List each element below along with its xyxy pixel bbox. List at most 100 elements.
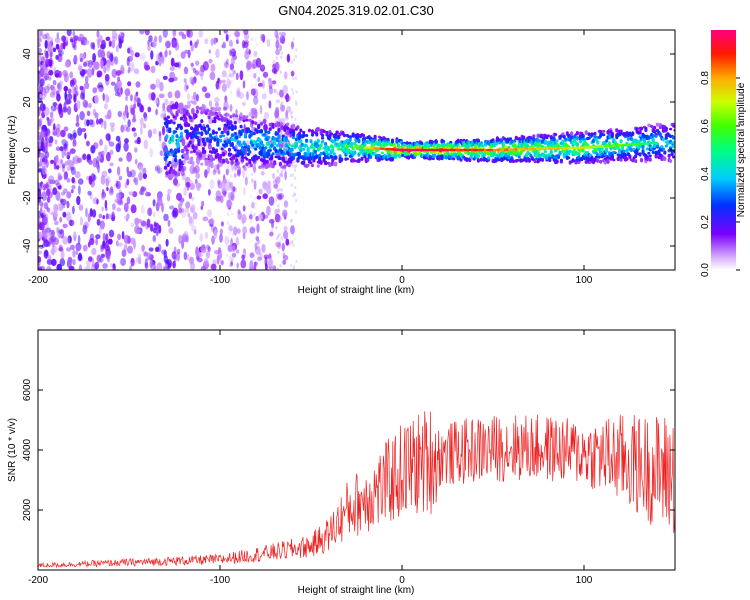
spectrogram-cell (194, 70, 199, 76)
spectrogram-cell (210, 38, 214, 46)
spectrogram-cell (41, 110, 45, 117)
spectrogram-y-label: Frequency (Hz) (7, 116, 18, 185)
spectrogram-cell (158, 132, 162, 142)
spectrogram-cell (511, 159, 515, 163)
spectrogram-cell (147, 106, 152, 113)
spectrogram-cell (536, 133, 540, 138)
spectrogram-cell (175, 112, 179, 117)
spectrogram-cell (95, 234, 101, 240)
spectrogram-cell (329, 154, 333, 159)
spectrogram-cell (126, 166, 129, 174)
colorbar-tick-label: 0.6 (700, 119, 711, 133)
spectrogram-cell (278, 157, 282, 160)
spectrogram-cell (38, 84, 44, 94)
spectrogram-cell (476, 154, 480, 158)
spectrogram-cell (242, 165, 246, 169)
spectrogram-cell (596, 158, 600, 163)
spectrogram-cell (57, 175, 63, 181)
spectrogram-cell (290, 144, 294, 148)
spectrogram-cell (292, 165, 295, 168)
spectrogram-cell (229, 73, 231, 77)
spectrogram-cell (208, 100, 213, 108)
spectrogram-cell (143, 112, 148, 122)
spectrogram-cell (161, 249, 167, 255)
spectrogram-cell (350, 141, 354, 146)
spectrogram-cell (75, 84, 78, 93)
spectrogram-cell (278, 240, 281, 244)
spectrogram-cell (108, 141, 115, 147)
spectrogram-cell (246, 91, 249, 101)
spectrogram-cell (182, 153, 186, 157)
spectrogram-cell (220, 147, 224, 151)
spectrogram-cell (263, 112, 270, 119)
spectrogram-cell (548, 156, 552, 161)
spectrogram-cell (179, 131, 183, 137)
spectrogram-cell (81, 72, 85, 78)
spectrogram-cell (188, 140, 192, 145)
spectrogram-cell (41, 236, 45, 241)
spectrogram-cell (64, 90, 67, 101)
spectrogram-cell (226, 78, 231, 89)
spectrogram-cell (575, 137, 580, 141)
spectrogram-cell (38, 182, 42, 192)
spectrogram-cell (645, 147, 649, 151)
spectrogram-cell (250, 73, 253, 77)
spectrogram-cell (272, 172, 275, 180)
spectrogram-cell (564, 137, 568, 141)
spectrogram-cell (245, 118, 249, 122)
spectrogram-cell (231, 259, 234, 262)
spectrogram-cell (280, 236, 283, 240)
spectrogram-cell (226, 136, 229, 140)
spectrogram-cell (66, 191, 72, 199)
spectrogram-cell (233, 173, 237, 178)
spectrogram-cell (60, 250, 65, 260)
snr-x-label: Height of straight line (km) (298, 585, 415, 596)
spectrogram-cell (105, 133, 111, 141)
spectrogram-cell (312, 146, 316, 150)
spectrogram-cell (396, 151, 400, 155)
spectrogram-cell (232, 154, 236, 159)
spectrogram-cell (208, 156, 213, 160)
spectrogram-cell (255, 236, 259, 242)
spectrogram-cell (648, 157, 652, 162)
spectrogram-cell (187, 123, 191, 127)
spectrogram-cell (58, 244, 63, 251)
spectrogram-cell (666, 140, 670, 144)
spectrogram-cell (291, 88, 294, 92)
spectrogram-cell (363, 154, 367, 159)
spectrogram-cell (63, 188, 68, 194)
spectrogram-cell (88, 256, 93, 262)
spectrogram-cell (212, 38, 217, 45)
spectrogram-cell (249, 211, 252, 214)
spectrogram-cell (631, 158, 635, 163)
spectrogram-cell (526, 144, 530, 148)
spectrogram-cell (191, 144, 195, 150)
spectrogram-cell (540, 157, 545, 162)
spectrogram-cell (258, 188, 263, 195)
spectrogram-cell (638, 144, 642, 148)
spectrogram-cell (127, 119, 131, 128)
spectrogram-cell (160, 55, 165, 63)
spectrogram-cell (214, 250, 220, 255)
spectrogram-cell (295, 199, 298, 203)
spectrogram-cell (77, 37, 82, 42)
spectrogram-cell (296, 159, 300, 163)
spectrogram-cell (126, 178, 130, 186)
spectrogram-cell (174, 171, 178, 176)
spectrogram-cell (326, 147, 331, 152)
spectrogram-cell (182, 108, 186, 111)
spectrogram-cell (195, 60, 200, 66)
spectrogram-cell (61, 35, 66, 42)
spectrogram-cell (169, 119, 173, 124)
spectrogram-cell (158, 224, 162, 234)
spectrogram-cell (229, 69, 232, 73)
spectrogram-cell (249, 163, 253, 168)
spectrogram-cell (227, 32, 229, 36)
spectrogram-cell (227, 179, 230, 183)
spectrogram-cell (195, 173, 201, 179)
spectrogram-cell (289, 112, 292, 115)
spectrogram-cell (291, 136, 296, 140)
spectrogram-cell (104, 245, 111, 252)
